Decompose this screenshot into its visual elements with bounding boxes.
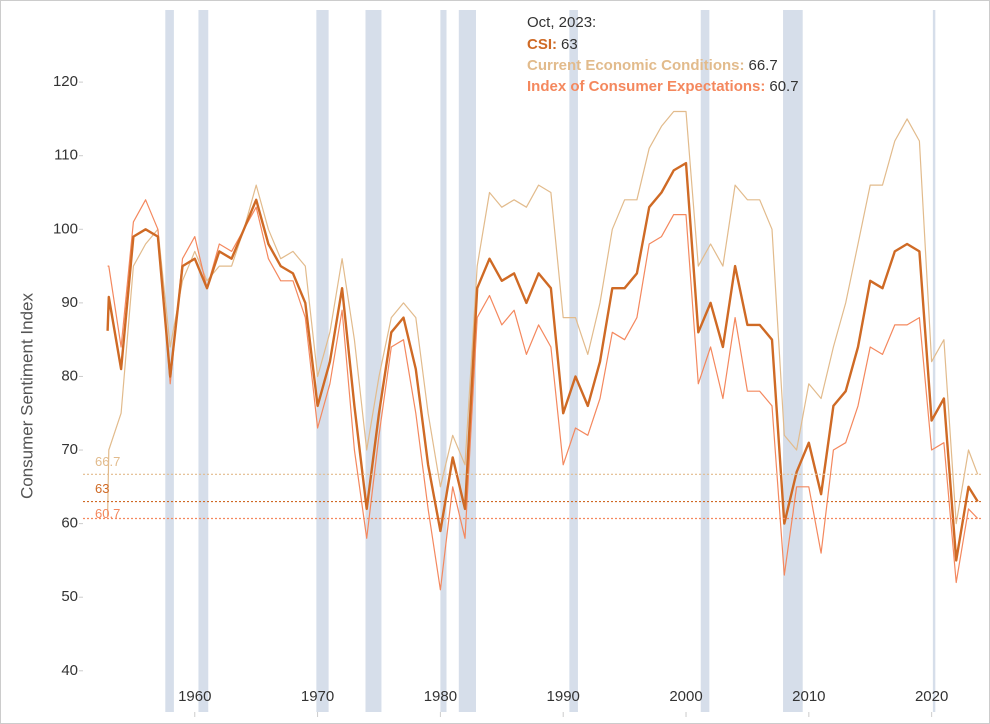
tooltip-row: Index of Consumer Expectations: 60.7 (527, 78, 799, 95)
tooltip-value: 66.7 (749, 57, 778, 74)
reference-label: 60.7 (95, 506, 120, 521)
x-tick-label: 2000 (669, 688, 702, 705)
recession-band (458, 10, 477, 712)
y-tick-label: 120 (53, 73, 78, 90)
recession-band (440, 10, 447, 712)
x-tick-label: 1970 (301, 688, 334, 705)
tooltip-label: Index of Consumer Expectations: (527, 78, 765, 95)
recession-band (932, 10, 936, 712)
x-tick-label: 1990 (547, 688, 580, 705)
tooltip-row: CSI: 63 (527, 36, 578, 53)
y-tick-label: 40 (61, 662, 78, 679)
x-tick-label: 1980 (424, 688, 457, 705)
y-axis-label: Consumer Sentiment Index (17, 293, 36, 499)
x-tick-label: 2010 (792, 688, 825, 705)
recession-band (700, 10, 710, 712)
tooltip-value: 60.7 (769, 78, 798, 95)
reference-label: 66.7 (95, 454, 120, 469)
recession-band (198, 10, 209, 712)
y-tick-label: 60 (61, 515, 78, 532)
tooltip-value: 63 (561, 36, 578, 53)
x-tick-label: 2020 (915, 688, 948, 705)
y-tick-label: 70 (61, 441, 78, 458)
y-tick-label: 80 (61, 367, 78, 384)
tooltip-row: Current Economic Conditions: 66.7 (527, 57, 778, 74)
x-tick-label: 1960 (178, 688, 211, 705)
series-line (106, 161, 979, 562)
y-tick-label: 90 (61, 294, 78, 311)
recession-band (569, 10, 578, 712)
y-tick-label: 100 (53, 220, 78, 237)
y-tick-label: 50 (61, 588, 78, 605)
tooltip-label: CSI: (527, 36, 557, 53)
tooltip-title: Oct, 2023: (527, 14, 596, 31)
y-tick-label: 110 (54, 147, 78, 164)
tooltip-label: Current Economic Conditions: (527, 57, 745, 74)
reference-label: 63 (95, 481, 109, 496)
recession-band (365, 10, 382, 712)
recession-band (783, 10, 803, 712)
